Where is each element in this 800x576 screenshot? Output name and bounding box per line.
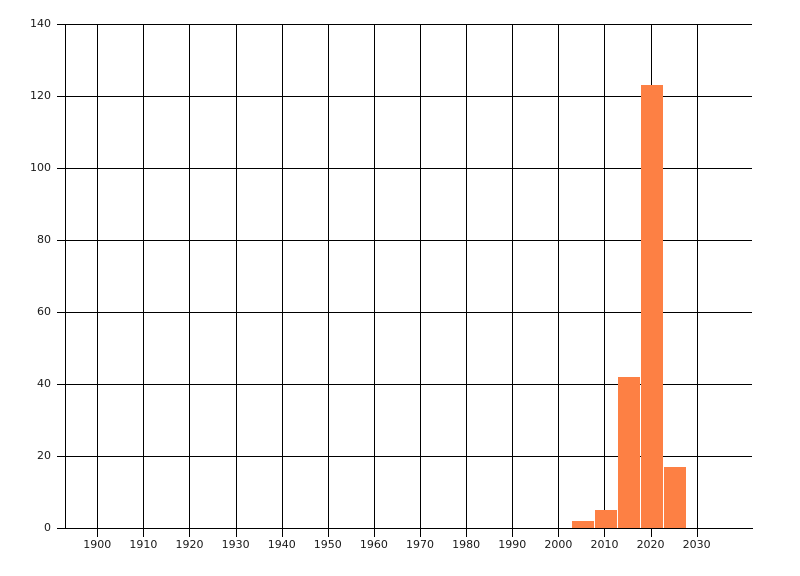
x-tick xyxy=(604,529,606,537)
x-tick xyxy=(235,529,237,537)
y-tick-label: 140 xyxy=(30,17,51,30)
x-tick-label: 2020 xyxy=(636,538,665,551)
x-tick-label: 1930 xyxy=(221,538,250,551)
gridline-x xyxy=(189,24,191,528)
gridline-x xyxy=(281,24,283,528)
y-tick-label: 60 xyxy=(37,305,51,318)
gridline-y xyxy=(65,168,752,169)
y-tick xyxy=(57,24,65,25)
gridline-x xyxy=(143,24,145,528)
y-axis-line xyxy=(65,24,66,529)
x-tick-label: 1950 xyxy=(313,538,342,551)
gridline-y xyxy=(65,456,752,457)
gridline-x xyxy=(235,24,237,528)
x-tick xyxy=(327,529,329,537)
x-tick xyxy=(189,529,191,537)
x-tick-label: 1900 xyxy=(83,538,112,551)
x-tick xyxy=(466,529,468,537)
gridline-y xyxy=(65,384,752,385)
x-tick-label: 1940 xyxy=(267,538,296,551)
gridline-x xyxy=(512,24,514,528)
x-tick xyxy=(281,529,283,537)
y-tick xyxy=(57,384,65,385)
y-tick xyxy=(57,168,65,169)
x-tick xyxy=(373,529,375,537)
x-tick-label: 1980 xyxy=(452,538,481,551)
x-tick-label: 1920 xyxy=(175,538,204,551)
y-tick-label: 80 xyxy=(37,233,51,246)
x-tick-label: 2010 xyxy=(590,538,619,551)
x-tick-label: 1990 xyxy=(498,538,527,551)
gridline-y xyxy=(65,24,752,25)
x-tick xyxy=(512,529,514,537)
x-tick-label: 2030 xyxy=(682,538,711,551)
gridline-y xyxy=(65,96,752,97)
y-tick-label: 120 xyxy=(30,89,51,102)
bar[interactable] xyxy=(595,510,618,528)
gridline-x xyxy=(696,24,698,528)
x-tick xyxy=(420,529,422,537)
y-tick xyxy=(57,312,65,313)
bars-layer xyxy=(65,24,752,528)
bar[interactable] xyxy=(664,466,687,528)
x-tick xyxy=(558,529,560,537)
gridline-x xyxy=(327,24,329,528)
y-tick-label: 100 xyxy=(30,161,51,174)
x-tick-label: 1970 xyxy=(406,538,435,551)
y-tick-label: 40 xyxy=(37,377,51,390)
gridline-x xyxy=(604,24,606,528)
gridline-x xyxy=(558,24,560,528)
gridline-y xyxy=(65,312,752,313)
y-tick-label: 20 xyxy=(37,449,51,462)
x-tick-label: 1910 xyxy=(129,538,158,551)
bar[interactable] xyxy=(618,376,641,528)
x-axis-line xyxy=(65,528,753,529)
y-tick xyxy=(57,240,65,241)
x-tick xyxy=(97,529,99,537)
bar[interactable] xyxy=(572,520,595,528)
bar[interactable] xyxy=(641,85,664,528)
x-tick xyxy=(143,529,145,537)
gridline-y xyxy=(65,240,752,241)
gridline-x xyxy=(466,24,468,528)
x-tick xyxy=(650,529,652,537)
x-tick xyxy=(696,529,698,537)
y-tick xyxy=(57,528,65,529)
gridline-x xyxy=(373,24,375,528)
gridline-x xyxy=(97,24,99,528)
y-tick xyxy=(57,96,65,97)
gridline-x xyxy=(420,24,422,528)
y-tick-label: 0 xyxy=(44,521,51,534)
y-tick xyxy=(57,456,65,457)
x-tick-label: 1960 xyxy=(359,538,388,551)
x-tick-label: 2000 xyxy=(544,538,573,551)
